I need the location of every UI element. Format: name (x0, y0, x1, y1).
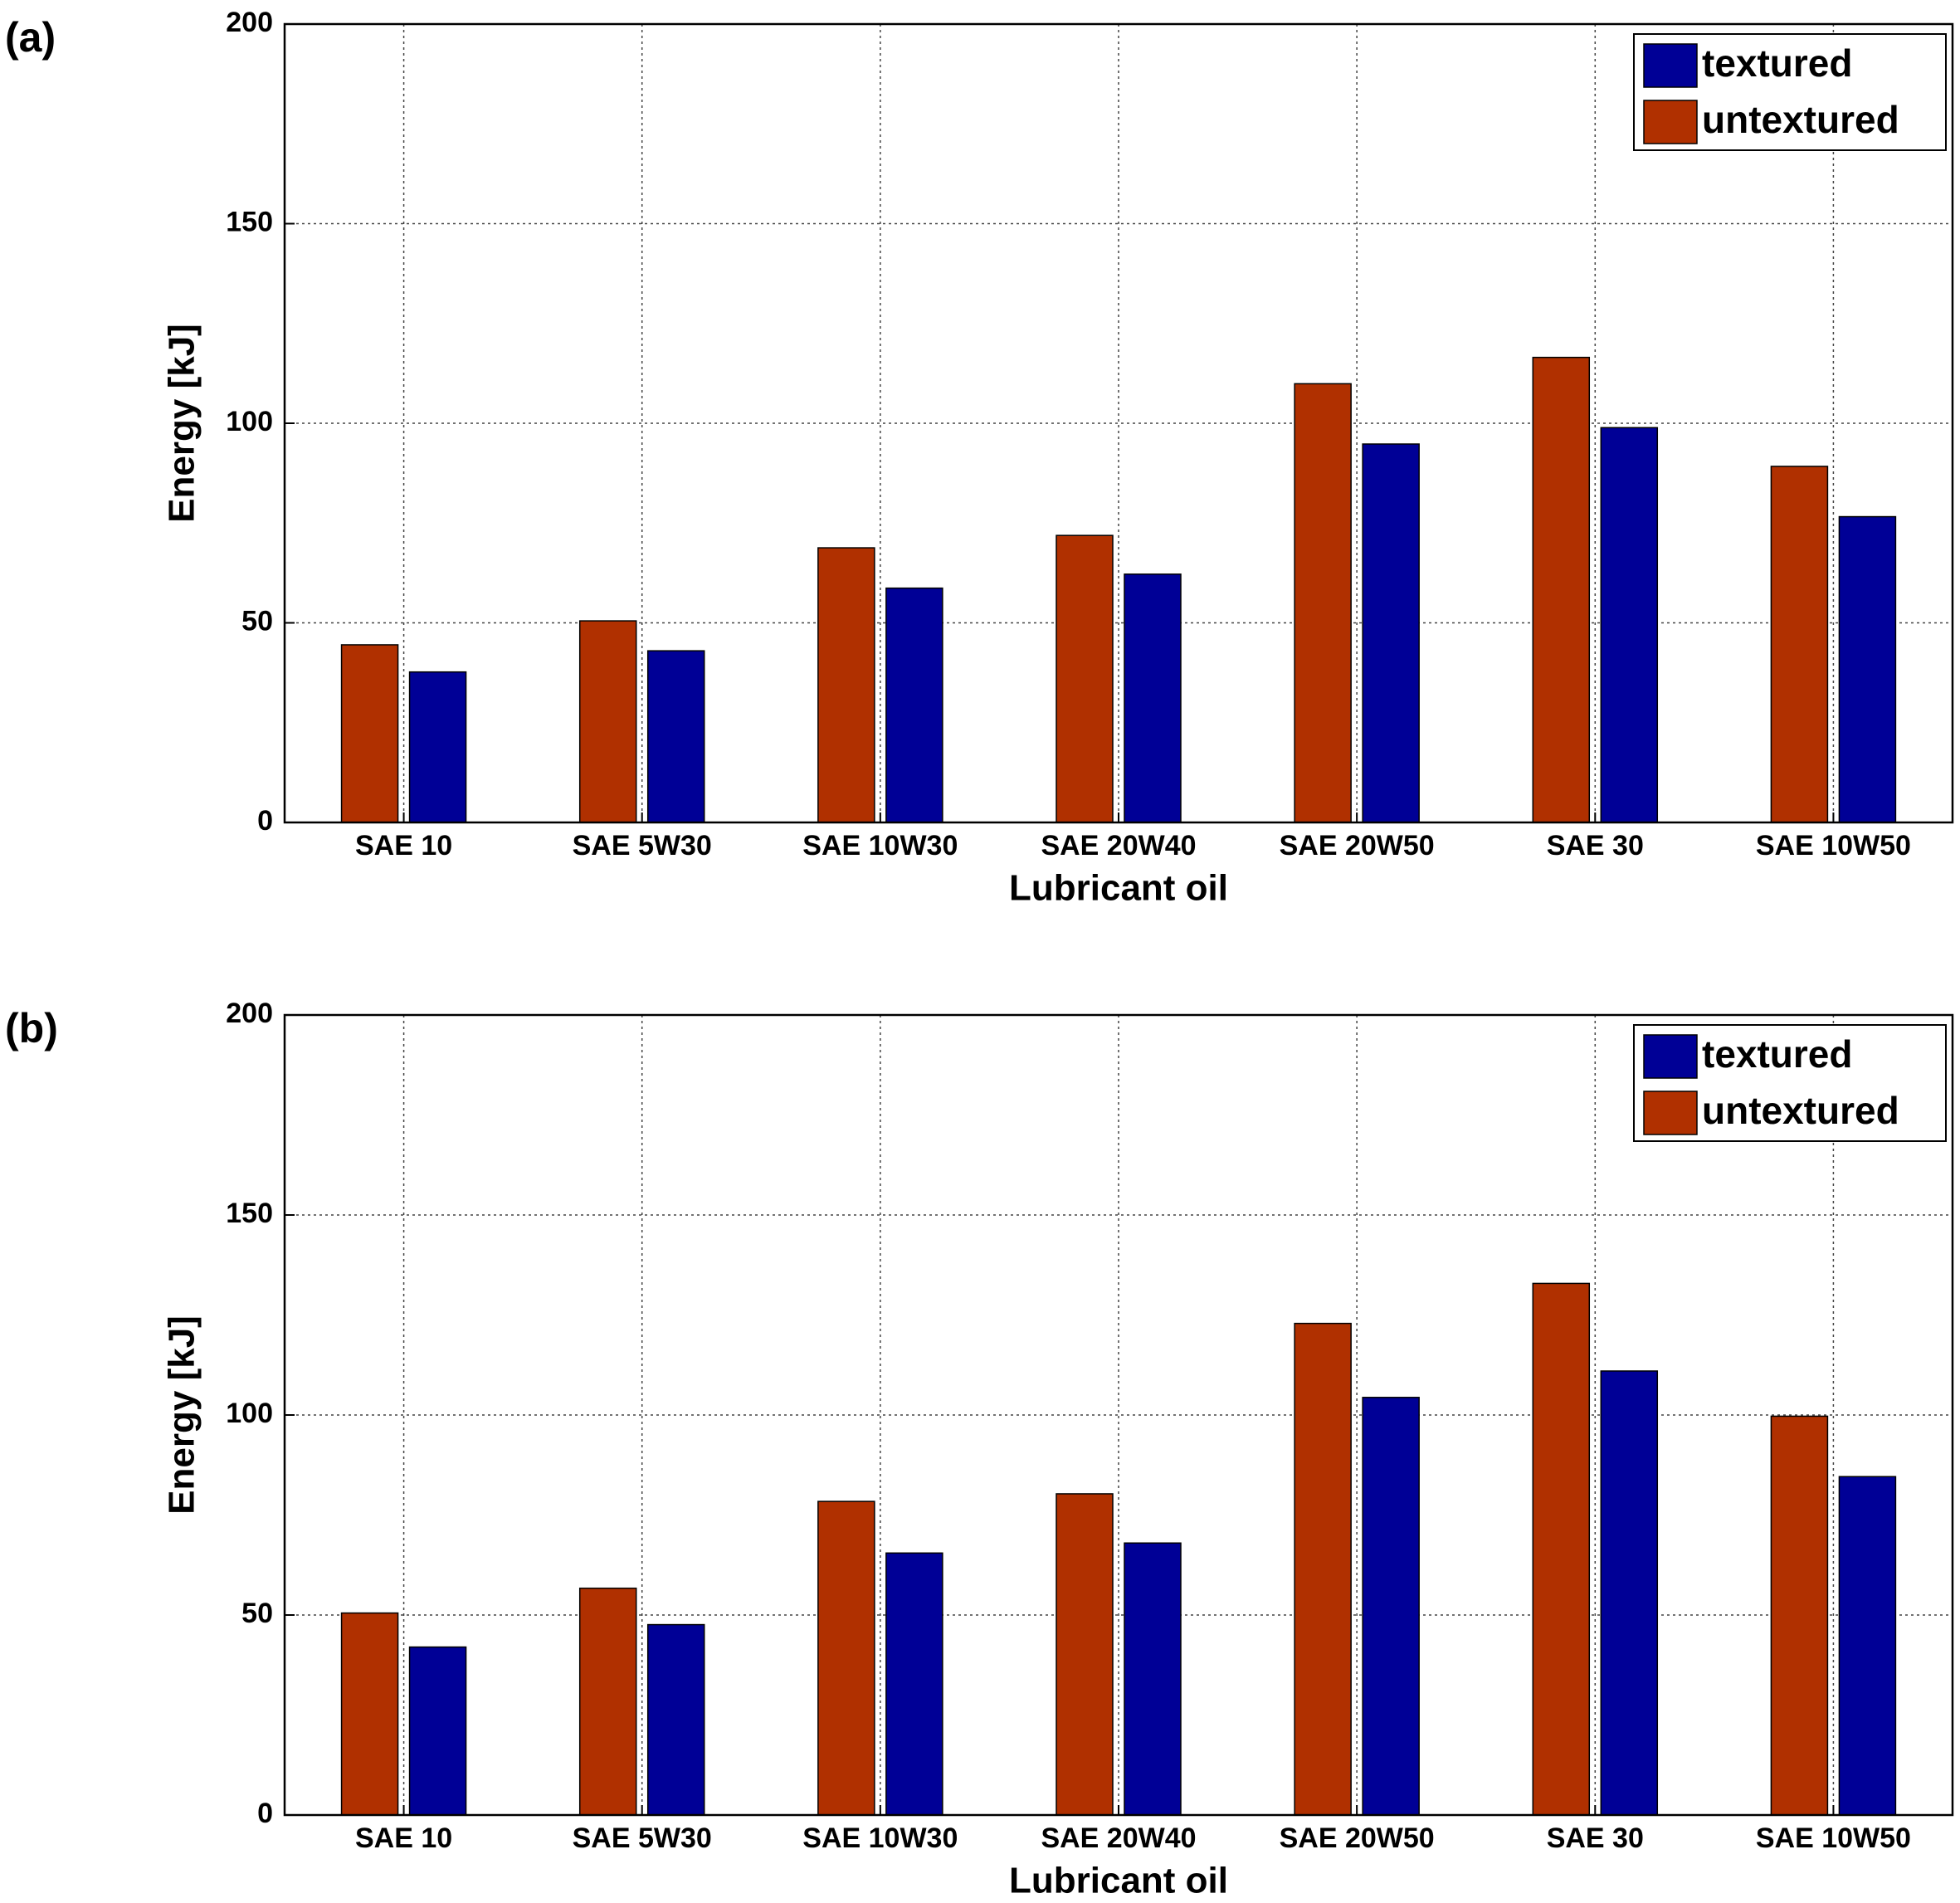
bar (1124, 1542, 1182, 1816)
bar (1532, 1282, 1591, 1816)
bar (1294, 1322, 1352, 1816)
bar (1124, 573, 1182, 823)
panel-label: (b) (5, 1005, 58, 1052)
x-tick-label: SAE 10W30 (802, 1822, 958, 1854)
bar (885, 1552, 943, 1816)
y-tick-label: 150 (226, 206, 273, 237)
x-tick-label: SAE 5W30 (573, 1822, 712, 1854)
x-tick-label: SAE 30 (1547, 1822, 1644, 1854)
legend-label: untextured (1702, 98, 1899, 141)
x-tick-label: SAE 20W50 (1280, 1822, 1435, 1854)
x-tick-label: SAE 10W50 (1756, 1822, 1911, 1854)
bar (1362, 1397, 1420, 1816)
y-axis-label: Energy [kJ] (162, 324, 202, 523)
bar (1770, 1415, 1829, 1816)
x-tick-label: SAE 10W50 (1756, 830, 1911, 861)
y-tick-label: 50 (241, 1598, 273, 1629)
y-tick-label: 200 (226, 7, 273, 38)
chart-panel: 0 50 100 150 200 SAE 10 SAE 5W30 SAE 10W30 SAE 2… (5, 998, 1954, 1901)
x-tick-label: SAE 20W50 (1280, 830, 1435, 861)
bar (1600, 1370, 1659, 1816)
y-tick-label: 150 (226, 1198, 273, 1229)
panel-label: (a) (5, 14, 56, 61)
bar (1838, 515, 1897, 823)
bar (1056, 534, 1114, 823)
bar (578, 620, 637, 823)
x-axis-label: Lubricant oil (1009, 1861, 1228, 1901)
x-tick-label: SAE 30 (1547, 830, 1644, 861)
y-tick-label: 50 (241, 605, 273, 637)
legend-swatch (1643, 43, 1698, 88)
bar (817, 1500, 875, 1816)
bar (578, 1587, 637, 1816)
legend-label: textured (1702, 41, 1852, 85)
chart-panel: 0 50 100 150 200 SAE 10 SAE 5W30 SAE 10W30 SAE 2… (5, 7, 1954, 909)
bar (408, 1646, 467, 1816)
x-tick-label: SAE 10W30 (802, 830, 958, 861)
x-tick-label: SAE 10 (355, 1822, 452, 1854)
bar (1362, 443, 1420, 823)
x-tick-label: SAE 20W40 (1041, 830, 1196, 861)
y-tick-label: 0 (257, 805, 273, 837)
legend-label: untextured (1702, 1089, 1899, 1132)
x-axis-label: Lubricant oil (1009, 868, 1228, 909)
bar (1770, 466, 1829, 823)
bar (885, 587, 943, 823)
x-tick-label: SAE 5W30 (573, 830, 712, 861)
bar (1532, 356, 1591, 823)
legend-swatch (1643, 100, 1698, 144)
legend-swatch (1643, 1091, 1698, 1135)
bar (646, 1623, 705, 1816)
bar (1838, 1476, 1897, 1816)
y-tick-label: 0 (257, 1798, 273, 1829)
y-tick-label: 100 (226, 406, 273, 437)
y-tick-label: 200 (226, 998, 273, 1029)
legend-swatch (1643, 1034, 1698, 1079)
bar (1056, 1493, 1114, 1816)
legend-label: textured (1702, 1032, 1852, 1076)
y-axis-label: Energy [kJ] (162, 1315, 202, 1515)
bar (817, 547, 875, 823)
bar (1600, 427, 1659, 823)
y-tick-label: 100 (226, 1398, 273, 1429)
x-tick-label: SAE 10 (355, 830, 452, 861)
bar (340, 644, 399, 823)
bar (646, 650, 705, 823)
bar (340, 1612, 399, 1816)
x-tick-label: SAE 20W40 (1041, 1822, 1196, 1854)
bar (1294, 383, 1352, 823)
plot-frame (283, 1013, 1954, 1817)
plot-frame (283, 22, 1954, 824)
bar (408, 671, 467, 823)
